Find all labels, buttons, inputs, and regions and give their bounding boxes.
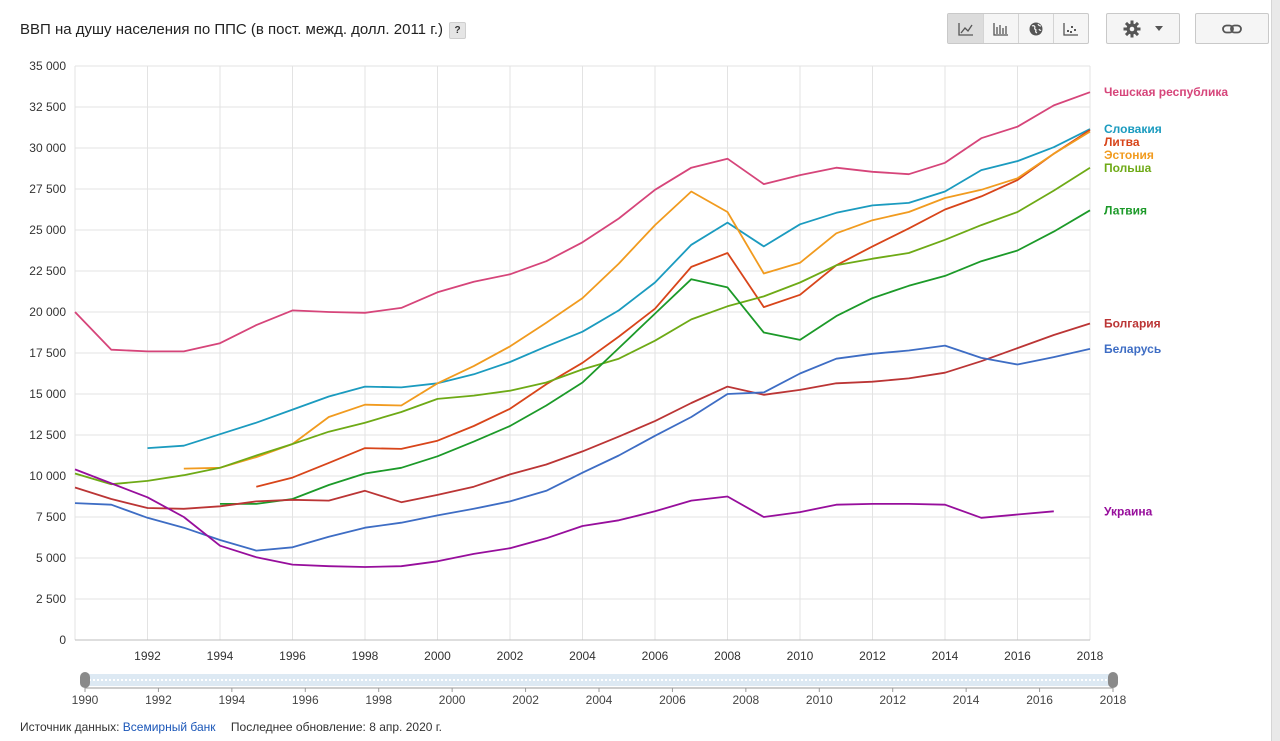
- y-tick-label: 30 000: [29, 141, 66, 155]
- globe-icon: [1029, 22, 1043, 35]
- y-tick-label: 20 000: [29, 305, 66, 319]
- range-slider-label: 2000: [439, 693, 466, 707]
- gear-icon: [1123, 20, 1141, 37]
- y-tick-label: 17 500: [29, 346, 66, 360]
- x-tick-label: 1992: [134, 649, 161, 663]
- range-slider-label: 1996: [292, 693, 319, 707]
- y-tick-label: 12 500: [29, 428, 66, 442]
- x-tick-label: 2012: [859, 649, 886, 663]
- bar-chart-button[interactable]: [983, 14, 1018, 43]
- y-tick-label: 5 000: [36, 551, 66, 565]
- y-tick-label: 27 500: [29, 182, 66, 196]
- x-tick-label: 2010: [787, 649, 814, 663]
- series-line[interactable]: [147, 128, 1091, 449]
- x-tick-label: 2014: [932, 649, 959, 663]
- chevron-down-icon: [1155, 26, 1163, 31]
- series-line[interactable]: [74, 468, 1054, 568]
- scatter-icon: [1063, 22, 1078, 36]
- range-slider-label: 2002: [512, 693, 539, 707]
- help-button[interactable]: ?: [449, 22, 466, 39]
- x-tick-label: 1994: [207, 649, 234, 663]
- legend-label[interactable]: Украина: [1104, 504, 1153, 518]
- range-slider-label: 2014: [953, 693, 980, 707]
- range-slider-label: 2010: [806, 693, 833, 707]
- y-tick-label: 25 000: [29, 223, 66, 237]
- link-icon: [1222, 24, 1242, 33]
- line-chart-icon: [957, 22, 973, 36]
- y-tick-label: 15 000: [29, 387, 66, 401]
- y-tick-label: 0: [59, 633, 66, 647]
- y-tick-label: 22 500: [29, 264, 66, 278]
- range-slider-label: 2008: [733, 693, 760, 707]
- map-chart-button[interactable]: [1018, 14, 1053, 43]
- y-tick-label: 2 500: [36, 592, 66, 606]
- range-slider-label: 2016: [1026, 693, 1053, 707]
- series-line[interactable]: [74, 166, 1091, 486]
- source-label: Источник данных:: [20, 720, 120, 734]
- settings-button[interactable]: [1106, 13, 1180, 44]
- x-tick-label: 2008: [714, 649, 741, 663]
- x-tick-label: 2006: [642, 649, 669, 663]
- legend-label[interactable]: Чешская республика: [1104, 85, 1228, 99]
- series-line[interactable]: [256, 129, 1091, 488]
- y-tick-label: 35 000: [29, 59, 66, 73]
- x-tick-label: 2000: [424, 649, 451, 663]
- x-tick-label: 2016: [1004, 649, 1031, 663]
- x-tick-label: 1996: [279, 649, 306, 663]
- chart-title: ВВП на душу населения по ППС (в пост. ме…: [20, 21, 466, 39]
- legend-label[interactable]: Эстония: [1104, 148, 1154, 162]
- series-line[interactable]: [74, 322, 1091, 510]
- y-tick-label: 32 500: [29, 100, 66, 114]
- bar-chart-icon: [993, 22, 1008, 36]
- range-slider-label: 2006: [659, 693, 686, 707]
- series-line[interactable]: [74, 91, 1091, 353]
- x-tick-label: 2002: [497, 649, 524, 663]
- range-slider-label: 1994: [219, 693, 246, 707]
- legend-label[interactable]: Болгария: [1104, 316, 1161, 330]
- y-tick-label: 7 500: [36, 510, 66, 524]
- range-slider-handle[interactable]: [80, 672, 90, 688]
- chart-type-switcher: [947, 13, 1089, 44]
- line-chart-button[interactable]: [948, 14, 983, 43]
- chart-title-text: ВВП на душу населения по ППС (в пост. ме…: [20, 21, 443, 38]
- legend-label[interactable]: Латвия: [1104, 203, 1147, 217]
- x-tick-label: 2018: [1077, 649, 1104, 663]
- legend-label[interactable]: Литва: [1104, 135, 1140, 149]
- series-line[interactable]: [74, 344, 1091, 552]
- share-link-button[interactable]: [1195, 13, 1269, 44]
- series-line[interactable]: [220, 209, 1091, 505]
- footer: Источник данных: Всемирный банк Последне…: [20, 720, 442, 734]
- line-chart: 0 2 500 5 000 7 500 10 000 12 500 15 000 17 500…: [29, 59, 1228, 707]
- range-slider-label: 2018: [1100, 693, 1127, 707]
- x-tick-label: 2004: [569, 649, 596, 663]
- x-tick-label: 1998: [352, 649, 379, 663]
- range-slider-label: 2004: [586, 693, 613, 707]
- y-tick-label: 10 000: [29, 469, 66, 483]
- scatter-chart-button[interactable]: [1053, 14, 1088, 43]
- legend-label[interactable]: Беларусь: [1104, 342, 1161, 356]
- range-slider-label: 1998: [365, 693, 392, 707]
- last-updated: Последнее обновление: 8 апр. 2020 г.: [230, 720, 443, 734]
- source-link[interactable]: Всемирный банк: [122, 720, 216, 734]
- legend-label[interactable]: Словакия: [1104, 122, 1162, 136]
- series-line[interactable]: [183, 130, 1091, 470]
- range-slider-label: 2012: [879, 693, 906, 707]
- range-slider-label: 1992: [145, 693, 172, 707]
- range-slider-label: 1990: [72, 693, 99, 707]
- range-slider-handle[interactable]: [1108, 672, 1118, 688]
- legend-label[interactable]: Польша: [1104, 161, 1152, 175]
- window-frame: [1271, 0, 1280, 741]
